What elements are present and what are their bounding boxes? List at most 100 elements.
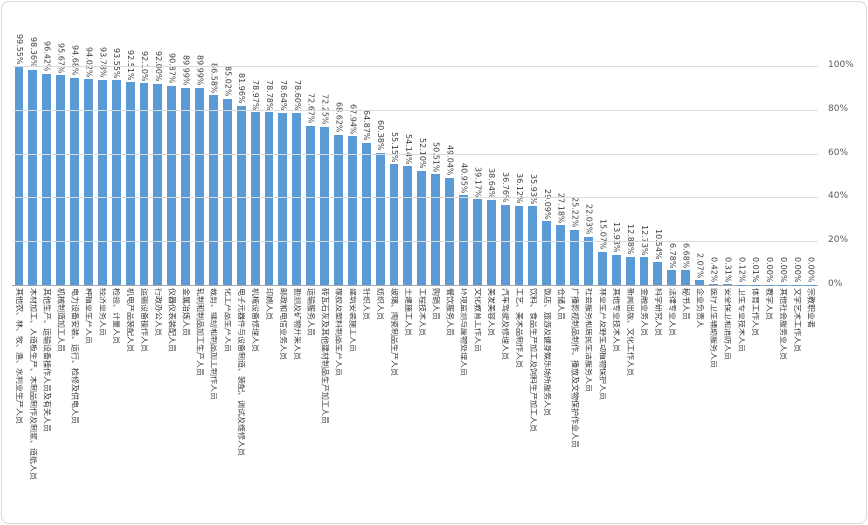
category-label: 仪器仪表装配人员 <box>167 288 176 352</box>
bar <box>695 280 705 285</box>
bar-column: 81.96% <box>234 73 248 285</box>
bar-column: 99.55% <box>12 34 26 285</box>
bar-value-label: 64.87% <box>362 110 372 141</box>
category-cell: 安全保卫和消防人员 <box>720 288 734 520</box>
category-cell: 文化教育工作人员 <box>470 288 484 520</box>
category-label: 金融业务人员 <box>640 288 649 336</box>
bar-column: 40.95% <box>457 163 471 285</box>
category-cell: 机械制造加工人员 <box>54 288 68 520</box>
bar <box>264 112 274 285</box>
bar-column: 89.99% <box>193 55 207 285</box>
category-cell: 购销人员 <box>429 288 443 520</box>
category-cell: 机械设备修理人员 <box>248 288 262 520</box>
bar <box>56 75 66 285</box>
bar-column: 22.03% <box>582 204 596 285</box>
category-label: 饭店、旅游及健身娱乐场所服务人员 <box>542 288 551 416</box>
category-cell: 行政办公人员 <box>151 288 165 520</box>
bar-column: 0.00% <box>804 257 818 285</box>
bar <box>528 206 538 285</box>
y-axis-tick-label: 20% <box>828 235 849 246</box>
category-label: 新闻出版、文化工作人员 <box>626 288 635 376</box>
bar <box>778 284 788 285</box>
bar-column: 68.62% <box>331 102 345 285</box>
bar-column: 0.00% <box>776 257 790 285</box>
category-cell: 砖瓦石灰及其他建材制品生产加工人员 <box>318 288 332 520</box>
bar-value-label: 81.96% <box>237 73 247 104</box>
bar-column: 52.10% <box>415 138 429 285</box>
category-cell: 纺织人员 <box>373 288 387 520</box>
bar-column: 0.00% <box>790 257 804 285</box>
category-label: 运输服务人员 <box>306 288 315 336</box>
bar <box>195 87 204 285</box>
category-label: 卫生专业技术人员 <box>737 288 746 352</box>
category-cell: 金属冶炼人员 <box>179 288 193 520</box>
bar-value-label: 96.42% <box>42 41 52 72</box>
category-label: 电力设备安装、运行、检修及供电人员 <box>70 288 79 424</box>
bar-value-label: 35.93% <box>528 173 538 205</box>
bar <box>736 284 746 285</box>
category-label: 砖瓦石灰及其他建材制品生产加工人员 <box>320 288 329 424</box>
bar <box>97 79 107 285</box>
bar-column: 86.58% <box>206 63 220 285</box>
category-cell: 轧制和制品加工生产人员 <box>193 288 207 520</box>
category-label: 汽车驾驶及修理人员 <box>501 288 510 360</box>
bar-value-label: 36.12% <box>515 173 524 204</box>
category-label: 电子元器件与设备制造、装配、调试及维修人员 <box>237 288 246 456</box>
bar-value-label: 92.51% <box>126 50 135 81</box>
bar-column: 90.87% <box>165 53 179 285</box>
bar-value-label: 0.12% <box>737 257 747 283</box>
category-label: 社会服务和居民生活服务人员 <box>584 288 593 392</box>
category-label: 餐饮服务人员 <box>445 288 454 336</box>
bar <box>709 284 718 285</box>
bar-value-label: 93.78% <box>98 47 108 78</box>
bar <box>250 112 260 285</box>
category-cell: 检验、计量人员 <box>109 288 123 520</box>
category-label: 针织人员 <box>362 288 371 320</box>
category-label: 建筑安装施工人员 <box>348 288 357 352</box>
category-cell: 教学人员 <box>762 288 776 520</box>
bar-column: 36.76% <box>498 172 512 285</box>
category-label: 工艺、美术品制作人员 <box>515 288 523 368</box>
category-cell: 金融业务人员 <box>637 288 651 520</box>
bar-value-label: 72.67% <box>306 93 316 124</box>
category-cell: 工艺、美术品制作人员 <box>512 288 526 520</box>
category-label: 文学艺术工作人员 <box>792 288 801 352</box>
category-label: 林业生产及野生动植物保护人员 <box>598 288 607 400</box>
category-cell: 法律专业人员 <box>665 288 679 520</box>
bar <box>347 136 357 285</box>
y-axis-tick-label: 40% <box>828 191 849 202</box>
bar-value-label: 25.22% <box>570 197 580 228</box>
bar-value-label: 36.76% <box>501 171 511 203</box>
category-cell: 电力设备安装、运行、检修及供电人员 <box>68 288 82 520</box>
bar-column: 35.93% <box>526 174 540 285</box>
bar <box>486 200 496 285</box>
bar-value-label: 54.14% <box>403 133 413 165</box>
bar-value-label: 6.68% <box>681 242 691 269</box>
bar-column: 93.78% <box>95 47 109 285</box>
bar <box>625 256 635 285</box>
y-axis-tick-label: 80% <box>828 103 849 114</box>
category-label: 种植业生产人员 <box>84 288 93 344</box>
bar <box>320 126 329 285</box>
bar-column: 6.68% <box>679 243 693 285</box>
category-label: 玻璃、陶瓷制品生产人员 <box>389 288 398 376</box>
bar <box>667 270 677 285</box>
category-label: 购销人员 <box>431 288 440 320</box>
bar-column: 0.00% <box>762 257 776 285</box>
bar <box>722 284 732 285</box>
bar-column: 92.51% <box>123 50 137 285</box>
category-label: 检验、计量人员 <box>112 288 121 344</box>
category-label: 机械设备修理人员 <box>251 288 260 352</box>
bar-column: 12.88% <box>623 224 637 285</box>
bar-value-label: 78.60% <box>292 80 302 111</box>
bar <box>83 79 93 285</box>
category-cell: 美发美容人员 <box>484 288 498 520</box>
bar-column: 25.22% <box>568 197 582 285</box>
bar-value-label: 68.62% <box>334 102 344 133</box>
bar-column: 78.97% <box>248 80 262 285</box>
bar-value-label: 0.00% <box>778 257 788 283</box>
bar <box>70 77 79 285</box>
y-axis-tick-label: 0% <box>828 279 843 289</box>
category-cell: 文学艺术工作人员 <box>790 288 804 520</box>
bar-column: 15.07% <box>595 219 609 285</box>
